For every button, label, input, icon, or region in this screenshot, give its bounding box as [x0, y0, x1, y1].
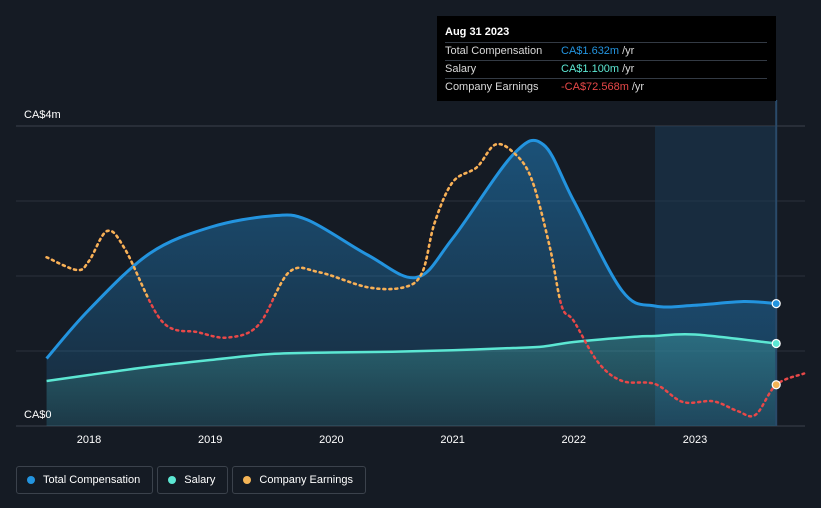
tooltip-label: Total Compensation — [445, 45, 543, 57]
legend-label: Total Compensation — [43, 474, 141, 486]
legend-dot-icon — [27, 476, 35, 484]
tooltip-row-total-compensation: Total Compensation CA$1.632m /yr — [445, 42, 767, 60]
legend-item-total-compensation[interactable]: Total Compensation — [16, 466, 154, 494]
x-tick-label: 2018 — [77, 434, 101, 446]
y-axis-labels: CA$4m CA$0 — [24, 109, 61, 421]
x-axis-labels: 2018 2019 2020 2021 2022 2023 — [77, 434, 707, 446]
x-tick-label: 2022 — [562, 434, 586, 446]
tooltip-unit: /yr — [631, 81, 645, 93]
salary-line — [46, 332, 777, 383]
tooltip-label: Company Earnings — [445, 81, 539, 93]
legend-label: Salary — [184, 474, 216, 486]
total-compensation-line — [45, 138, 777, 360]
legend-item-salary[interactable]: Salary — [157, 466, 229, 494]
x-tick-label: 2023 — [683, 434, 707, 446]
legend-dot-icon — [243, 476, 252, 484]
company-earnings-line — [45, 142, 561, 299]
tooltip-value: -CA$72.568m — [561, 81, 629, 93]
y-axis-label: CA$0 — [24, 409, 52, 421]
tooltip: Aug 31 2023 Total Compensation CA$1.632m… — [437, 16, 776, 101]
x-tick-label: 2020 — [319, 434, 343, 446]
series-lines — [45, 138, 806, 418]
legend-label: Company Earnings — [259, 474, 353, 486]
salary-marker — [771, 338, 781, 349]
legend-dot-icon — [168, 476, 177, 484]
x-tick-label: 2021 — [440, 434, 464, 446]
tooltip-unit: /yr — [622, 63, 635, 75]
company-earnings-marker — [771, 380, 781, 390]
tooltip-value: CA$1.632m — [561, 45, 620, 57]
total-compensation-marker — [771, 299, 781, 309]
legend-item-company-earnings[interactable]: Company Earnings — [232, 466, 366, 494]
tooltip-row-salary: Salary CA$1.100m /yr — [445, 60, 767, 78]
tooltip-unit: /yr — [622, 45, 635, 57]
tooltip-date: Aug 31 2023 — [445, 26, 510, 38]
hover-markers — [771, 299, 781, 390]
tooltip-value: CA$1.100m — [561, 63, 620, 75]
tooltip-row-company-earnings: Company Earnings -CA$72.568m /yr — [445, 78, 767, 96]
x-tick-label: 2019 — [198, 434, 222, 446]
tooltip-label: Salary — [445, 63, 477, 75]
legend: Total Compensation Salary Company Earnin… — [16, 466, 370, 494]
y-axis-label: CA$4m — [24, 109, 61, 121]
